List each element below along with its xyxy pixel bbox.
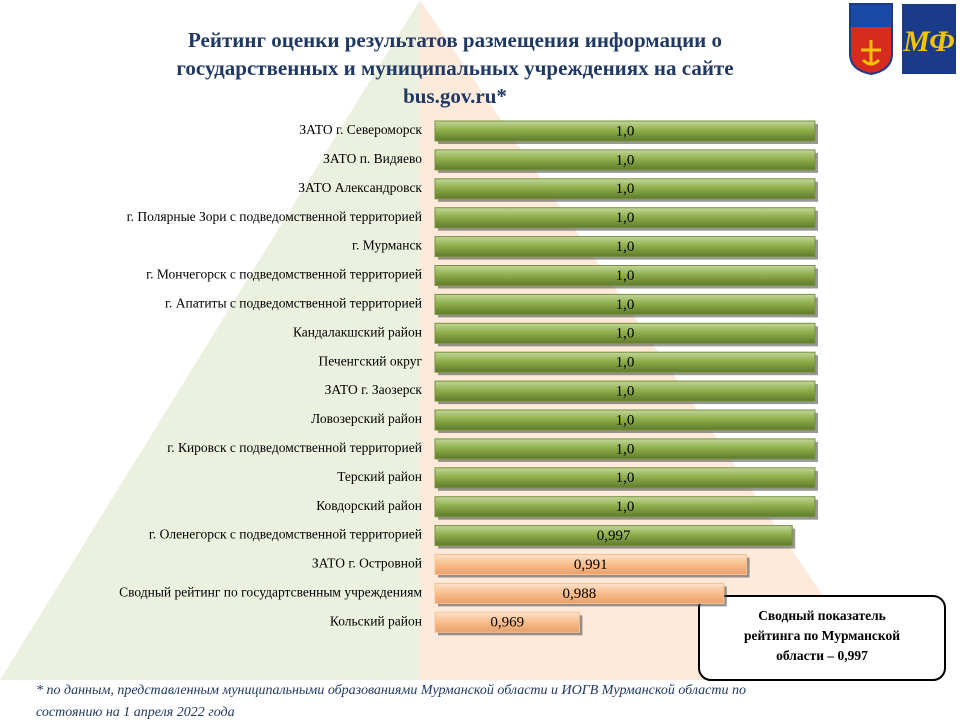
- category-label: Ковдорский район: [316, 498, 422, 513]
- bar: [434, 611, 580, 633]
- annotation-box: [698, 595, 946, 681]
- svg-text:МФ: МФ: [902, 25, 954, 58]
- value-label: 1,0: [616, 268, 635, 284]
- value-label: 1,0: [616, 499, 635, 515]
- bar: [434, 265, 816, 286]
- bar: [434, 120, 816, 142]
- footnote: * по данным, представленным муниципальны…: [36, 683, 746, 698]
- value-label: 1,0: [616, 239, 635, 255]
- category-label: ЗАТО г. Островной: [312, 556, 422, 571]
- bar: [434, 149, 816, 171]
- category-label: г. Мурманск: [352, 238, 422, 253]
- chart-title: государственных и муниципальных учрежден…: [176, 56, 733, 80]
- bar: [434, 322, 816, 344]
- value-label: 1,0: [616, 326, 635, 342]
- category-label: Кольский район: [330, 613, 422, 628]
- value-label: 1,0: [616, 152, 635, 168]
- value-label: 1,0: [616, 181, 635, 197]
- chart-title: Рейтинг оценки результатов размещения ин…: [188, 28, 722, 52]
- value-label: 0,991: [574, 557, 608, 573]
- value-label: 1,0: [616, 123, 635, 139]
- category-label: г. Мончегорск с подведомственной террито…: [146, 267, 422, 282]
- value-label: 1,0: [616, 384, 635, 400]
- bar: [434, 582, 725, 604]
- annotation: области – 0,997: [776, 648, 868, 663]
- bar: [434, 178, 816, 200]
- category-label: ЗАТО г. Североморск: [299, 122, 422, 137]
- bar: [434, 207, 816, 229]
- value-label: 1,0: [616, 441, 635, 457]
- bar: [434, 380, 816, 402]
- annotation: Сводный показатель: [758, 608, 886, 623]
- category-label: ЗАТО п. Видяево: [323, 151, 422, 166]
- value-label: 1,0: [616, 355, 635, 371]
- bg-green: [0, 0, 420, 680]
- category-label: Сводный рейтинг по государтсвенным учреж…: [119, 584, 422, 599]
- bar: [434, 554, 748, 575]
- value-label: 1,0: [616, 412, 635, 428]
- category-label: ЗАТО Александровск: [298, 180, 422, 195]
- value-label: 0,969: [490, 615, 524, 631]
- category-label: г. Апатиты с подведомственной территорие…: [165, 295, 422, 310]
- logo-right: МФ: [902, 4, 956, 74]
- value-label: 1,0: [616, 210, 635, 226]
- category-label: г. Полярные Зори с подведомственной терр…: [127, 209, 422, 224]
- category-label: Ловозерский район: [311, 411, 422, 426]
- value-label: 1,0: [616, 297, 635, 313]
- chart-title: bus.gov.ru*: [403, 84, 507, 108]
- logo-left: [849, 3, 893, 76]
- bar: [434, 236, 816, 258]
- category-label: Печенгский округ: [319, 353, 423, 368]
- category-label: ЗАТО г. Заозерск: [325, 382, 423, 397]
- annotation: рейтинга по Мурманской: [744, 628, 900, 643]
- category-label: г. Оленегорск с подведомственной террито…: [149, 527, 422, 542]
- bar: [434, 409, 816, 431]
- bar: [434, 293, 816, 315]
- value-label: 0,988: [563, 586, 597, 602]
- category-label: Терский район: [337, 469, 422, 484]
- footnote: состоянию на 1 апреля 2022 года: [36, 705, 235, 720]
- bar: [434, 525, 793, 547]
- value-label: 1,0: [616, 470, 635, 486]
- category-label: Кандалакшский район: [293, 324, 422, 339]
- bar: [434, 351, 816, 373]
- category-label: г. Кировск с подведомственной территорие…: [167, 440, 422, 455]
- bar: [434, 496, 816, 518]
- value-label: 0,997: [597, 528, 631, 544]
- bar: [434, 438, 816, 460]
- bar: [434, 467, 816, 489]
